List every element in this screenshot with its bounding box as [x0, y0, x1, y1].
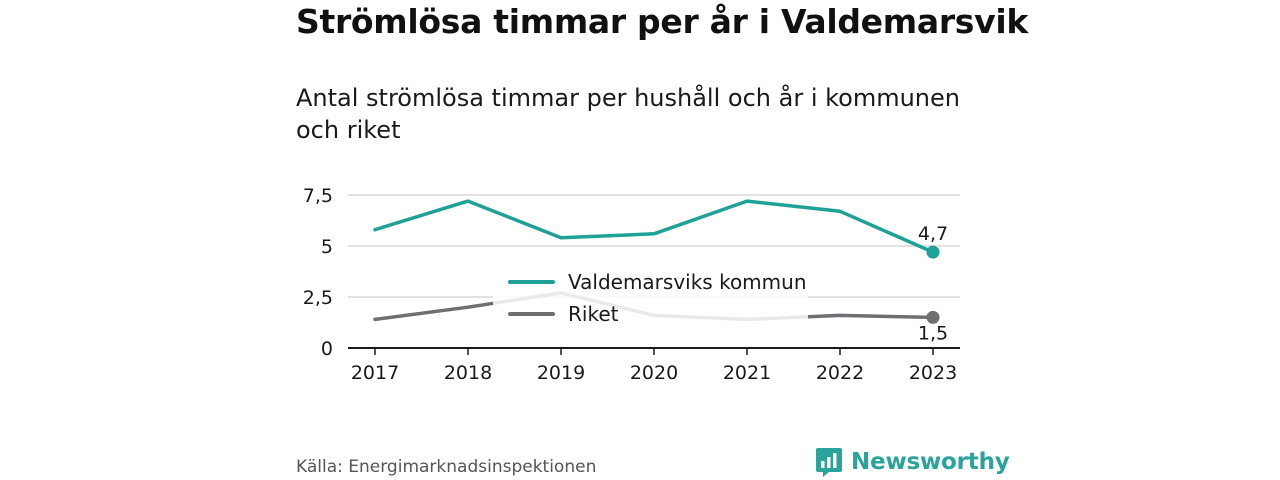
series-line-0 [373, 199, 935, 254]
x-tick-label: 2020 [630, 362, 678, 384]
y-tick-label: 7,5 [303, 185, 333, 207]
bar-chart-icon [816, 448, 842, 477]
legend: Valdemarsviks kommun Riket [493, 265, 808, 327]
x-tick-label: 2017 [351, 362, 399, 384]
brand-logo: Newsworthy [815, 445, 1010, 479]
x-tick-label: 2018 [444, 362, 492, 384]
end-labels: 4,7 1,5 [918, 223, 948, 344]
x-tick-label: 2019 [537, 362, 585, 384]
x-axis-ticks: 2017 2018 2019 2020 2021 2022 2023 [351, 348, 957, 384]
end-value-label: 1,5 [918, 322, 948, 344]
data-point [926, 310, 940, 324]
legend-label: Riket [568, 302, 619, 326]
y-tick-label: 0 [321, 338, 333, 360]
x-tick-label: 2021 [723, 362, 771, 384]
legend-background [493, 265, 808, 327]
x-tick-label: 2023 [909, 362, 957, 384]
source-note: Källa: Energimarknadsinspektionen [296, 457, 597, 477]
end-value-label: 4,7 [918, 223, 948, 245]
chart-subtitle: Antal strömlösa timmar per hushåll och å… [296, 84, 960, 144]
y-axis-ticks: 0 2,5 5 7,5 [303, 185, 333, 360]
legend-label: Valdemarsviks kommun [568, 270, 807, 294]
y-tick-label: 2,5 [303, 287, 333, 309]
y-tick-label: 5 [321, 236, 333, 258]
chart-title: Strömlösa timmar per år i Valdemarsvik [296, 2, 1029, 41]
data-point [926, 245, 940, 259]
brand-name: Newsworthy [851, 449, 1010, 475]
x-tick-label: 2022 [816, 362, 864, 384]
